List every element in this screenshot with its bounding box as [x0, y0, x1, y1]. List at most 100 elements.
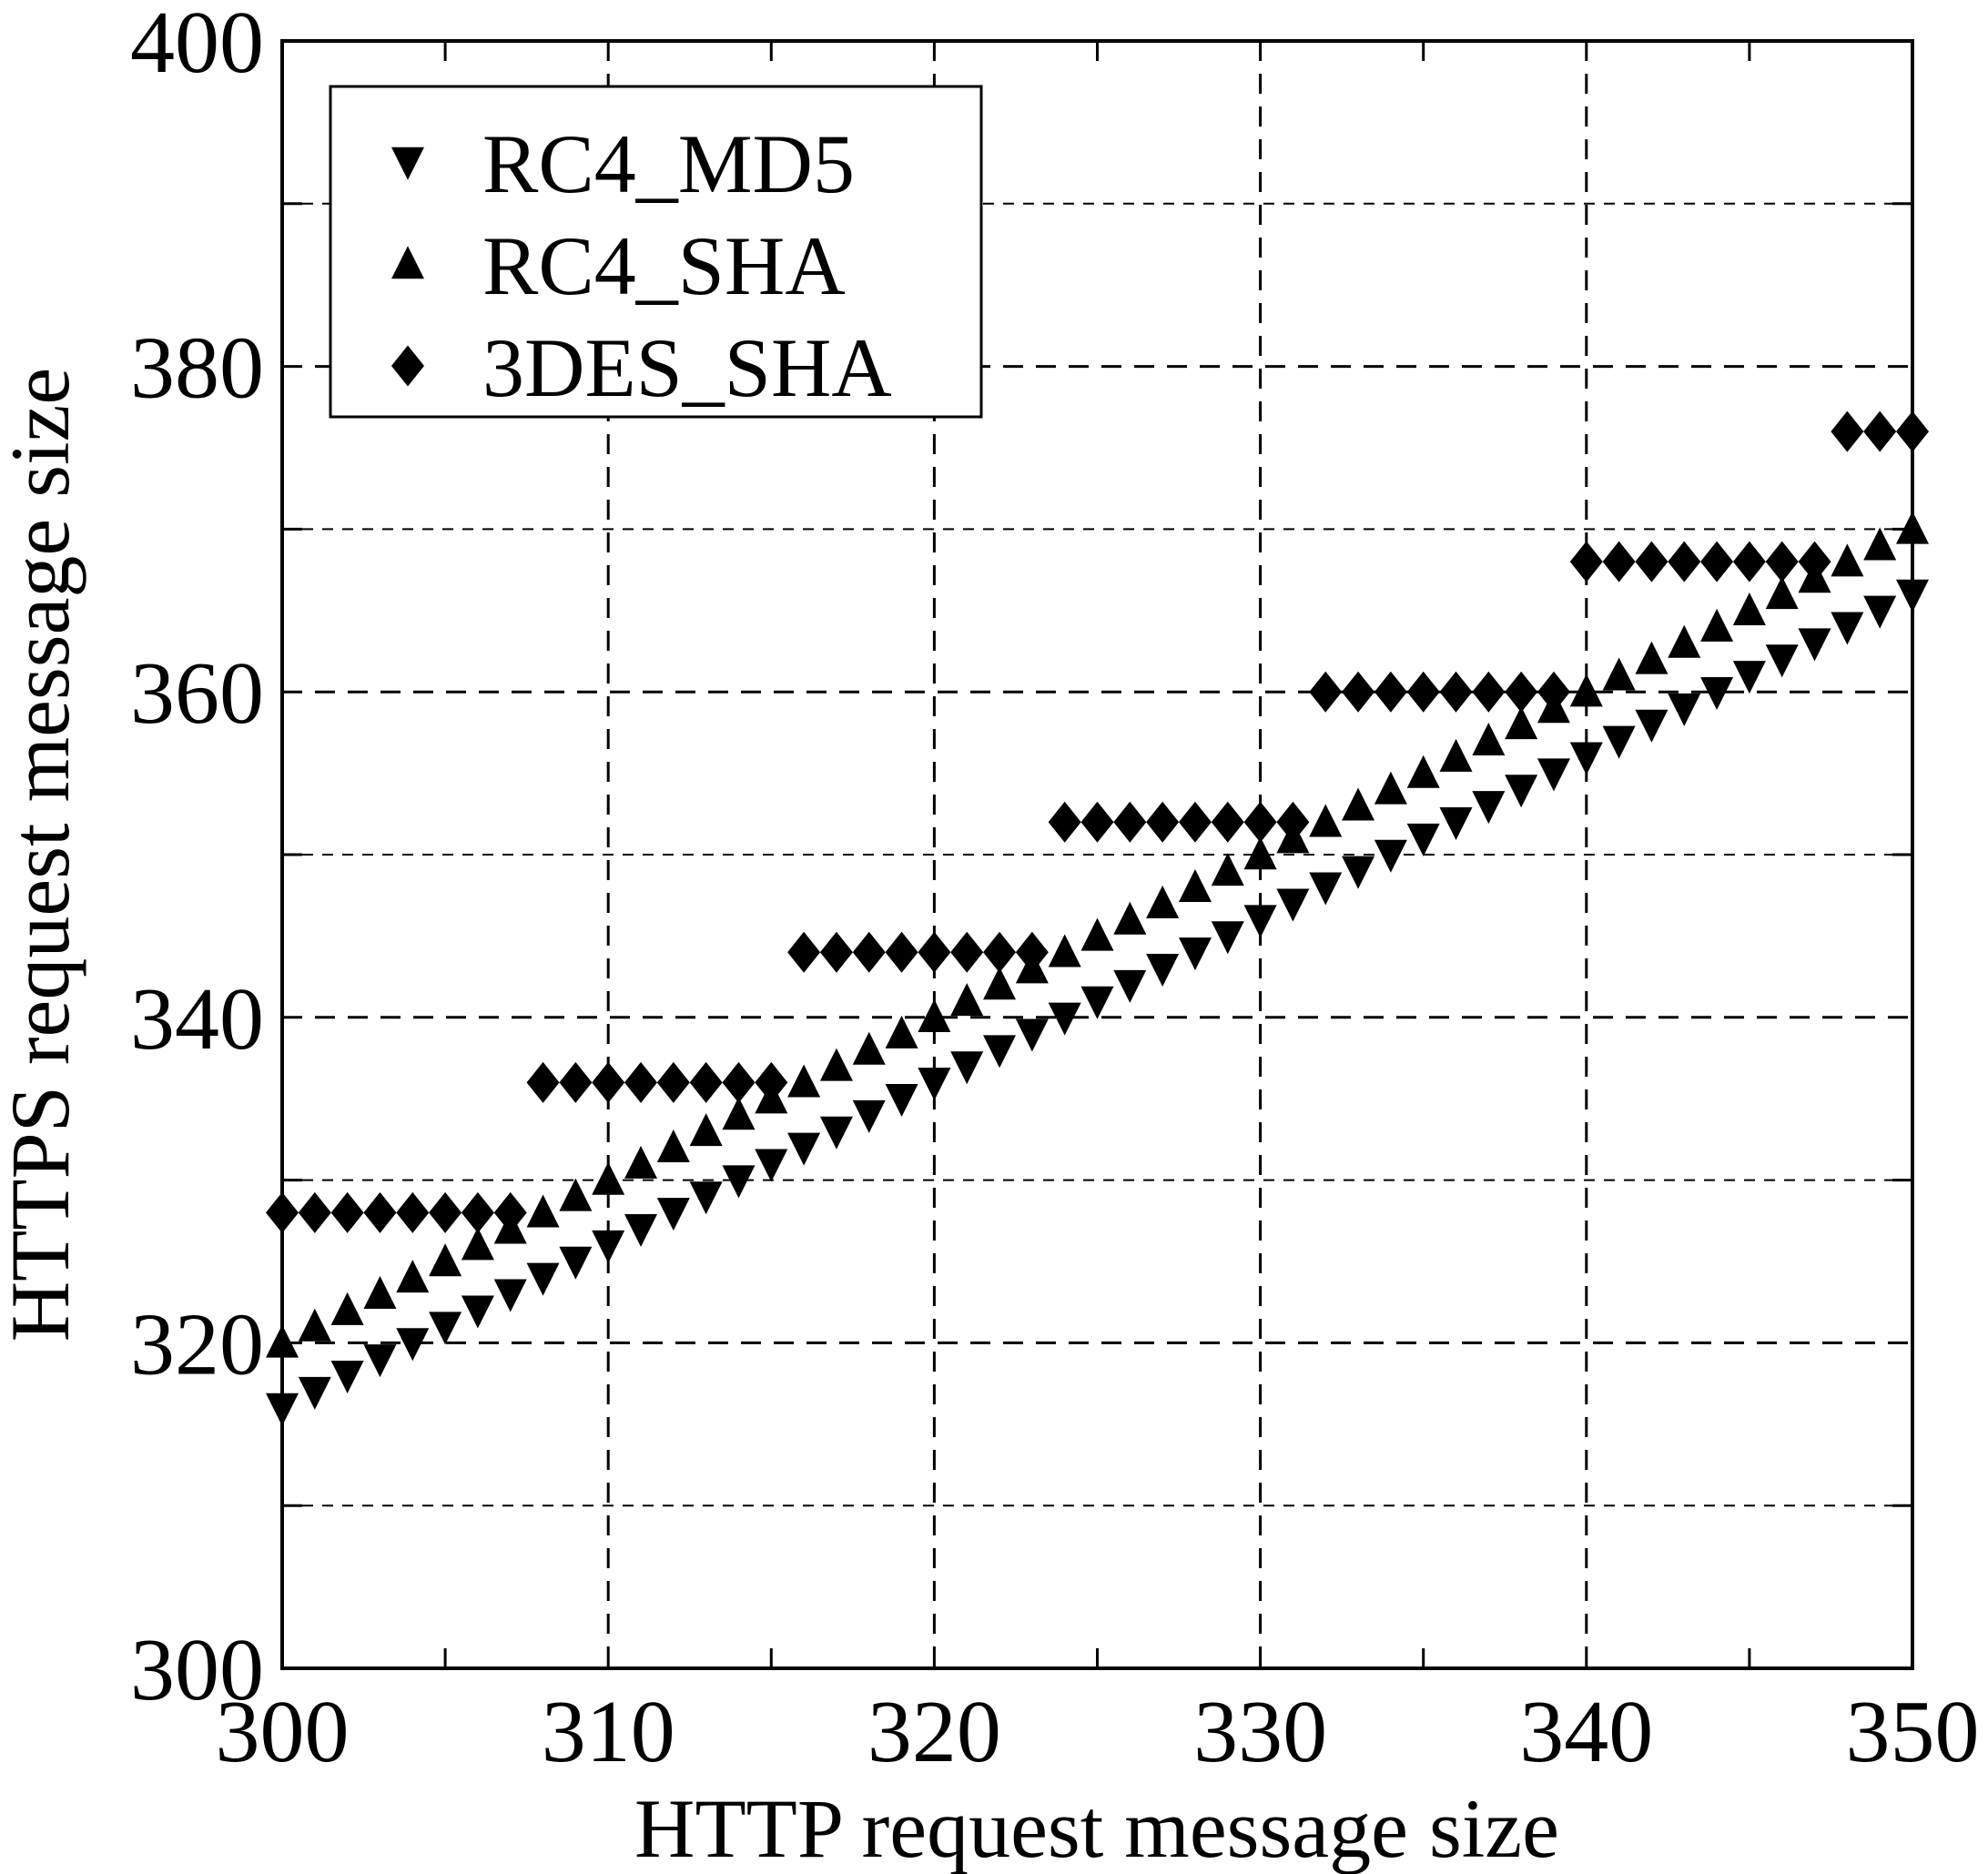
- data-point: [526, 1194, 560, 1228]
- series-3des-sha: [266, 410, 1929, 1233]
- plot-frame: [280, 39, 1914, 1670]
- legend-label: 3DES_SHA: [482, 321, 892, 414]
- data-point: [363, 1344, 397, 1378]
- x-tick-label: 340: [1519, 1683, 1653, 1781]
- data-point: [852, 1031, 886, 1065]
- data-point: [656, 1061, 690, 1103]
- data-point: [1439, 671, 1473, 713]
- data-point: [1146, 953, 1180, 987]
- data-point: [1342, 856, 1375, 889]
- data-point: [722, 1097, 756, 1130]
- data-point: [298, 1191, 331, 1233]
- data-point: [1635, 641, 1668, 674]
- data-point: [1831, 410, 1864, 452]
- data-point: [396, 1260, 430, 1293]
- y-tick-label: 320: [130, 1295, 264, 1393]
- data-point: [1863, 527, 1897, 561]
- data-point: [1015, 1018, 1049, 1052]
- data-point: [1048, 934, 1081, 967]
- data-point: [819, 1116, 853, 1150]
- data-point: [852, 1099, 886, 1133]
- data-point: [526, 1262, 560, 1296]
- data-point: [950, 983, 984, 1017]
- data-point: [461, 1295, 494, 1329]
- data-point: [1831, 612, 1864, 645]
- data-point: [624, 1214, 658, 1248]
- y-tick-label: 360: [130, 644, 264, 743]
- data-point: [1668, 624, 1701, 658]
- data-point: [330, 1191, 364, 1233]
- legend-marker-triangle-down: [391, 147, 424, 180]
- data-point: [1211, 853, 1244, 886]
- data-point: [819, 931, 853, 973]
- data-point: [983, 931, 1017, 973]
- data-point: [461, 1227, 494, 1261]
- x-axis-label: HTTP request message size: [634, 1782, 1559, 1874]
- data-point: [689, 1181, 723, 1215]
- x-tick-label: 310: [542, 1683, 675, 1781]
- data-point: [1863, 595, 1897, 629]
- data-point: [1505, 706, 1538, 740]
- data-point: [1178, 937, 1212, 971]
- data-point: [1472, 671, 1506, 713]
- data-point: [885, 1015, 918, 1048]
- data-point: [624, 1061, 658, 1103]
- data-point: [1113, 969, 1147, 1003]
- data-point: [1700, 677, 1734, 710]
- data-point: [1765, 576, 1799, 610]
- data-point: [787, 1064, 821, 1098]
- data-point: [1635, 709, 1668, 743]
- data-point: [918, 931, 951, 973]
- data-point: [950, 1051, 984, 1085]
- data-point: [1602, 725, 1636, 759]
- data-point: [1374, 771, 1407, 805]
- data-point: [1765, 541, 1799, 582]
- data-point: [1178, 801, 1212, 843]
- data-point: [1472, 791, 1506, 825]
- data-point: [1569, 674, 1603, 707]
- data-point: [624, 1145, 658, 1179]
- data-point: [1863, 410, 1897, 452]
- data-point: [592, 1061, 625, 1103]
- legend-marker-diamond: [391, 345, 424, 387]
- data-point: [755, 1149, 788, 1182]
- data-point: [559, 1178, 593, 1211]
- data-point: [689, 1061, 723, 1103]
- data-point: [1537, 758, 1570, 792]
- x-tick-label: 300: [216, 1683, 350, 1781]
- y-tick-label: 400: [130, 0, 264, 92]
- data-point: [1243, 836, 1277, 870]
- data-point: [1113, 801, 1147, 843]
- series-rc4-md5: [266, 579, 1929, 1426]
- data-point: [330, 1292, 364, 1325]
- data-point: [689, 1113, 723, 1147]
- legend-box: [329, 85, 983, 419]
- data-point: [396, 1191, 430, 1233]
- data-point: [1732, 661, 1766, 694]
- data-point: [1602, 541, 1636, 582]
- x-tick-label: 330: [1193, 1683, 1327, 1781]
- data-point: [1309, 872, 1343, 906]
- series-rc4-sha: [266, 511, 1929, 1358]
- data-point: [363, 1275, 397, 1309]
- data-point: [722, 1165, 756, 1199]
- data-point: [983, 1035, 1017, 1069]
- data-point: [429, 1312, 462, 1345]
- data-point: [1080, 917, 1114, 951]
- data-point: [1569, 541, 1603, 582]
- data-point: [1048, 801, 1081, 843]
- y-tick-label: 340: [130, 970, 264, 1069]
- data-point: [885, 1084, 918, 1117]
- data-point: [396, 1328, 430, 1362]
- data-point: [1374, 671, 1407, 713]
- legend-marker-triangle-up: [391, 246, 424, 279]
- data-point: [1635, 541, 1668, 582]
- data-point: [1276, 888, 1310, 922]
- data-point: [1831, 543, 1864, 577]
- data-point: [787, 1132, 821, 1166]
- data-point: [592, 1161, 625, 1195]
- data-point: [787, 931, 821, 973]
- data-point: [918, 1068, 951, 1101]
- data-point: [656, 1198, 690, 1231]
